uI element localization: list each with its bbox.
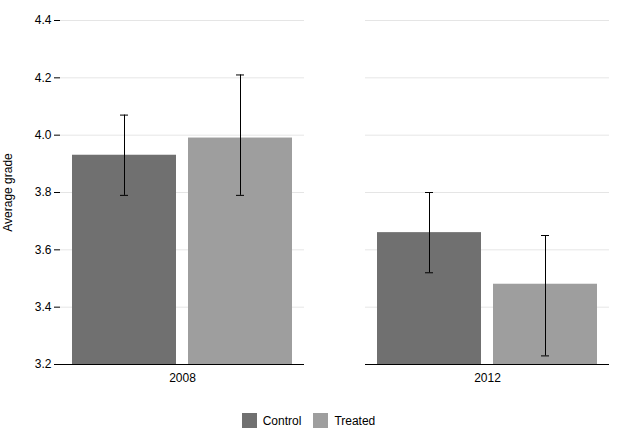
- svg-text:4.0: 4.0: [35, 128, 52, 142]
- svg-text:Average grade: Average grade: [1, 153, 15, 232]
- svg-text:2012: 2012: [474, 371, 501, 385]
- svg-text:3.2: 3.2: [35, 357, 52, 371]
- svg-text:2008: 2008: [169, 371, 196, 385]
- html-text:Treated: Treated: [334, 413, 376, 428]
- svg-text:3.6: 3.6: [35, 243, 52, 257]
- svg-text:4.2: 4.2: [35, 71, 52, 85]
- svg-text:3.8: 3.8: [35, 185, 52, 199]
- html-text:Control: Control: [262, 413, 302, 428]
- svg-text:4.4: 4.4: [35, 13, 52, 27]
- svg-text:3.4: 3.4: [35, 300, 52, 314]
